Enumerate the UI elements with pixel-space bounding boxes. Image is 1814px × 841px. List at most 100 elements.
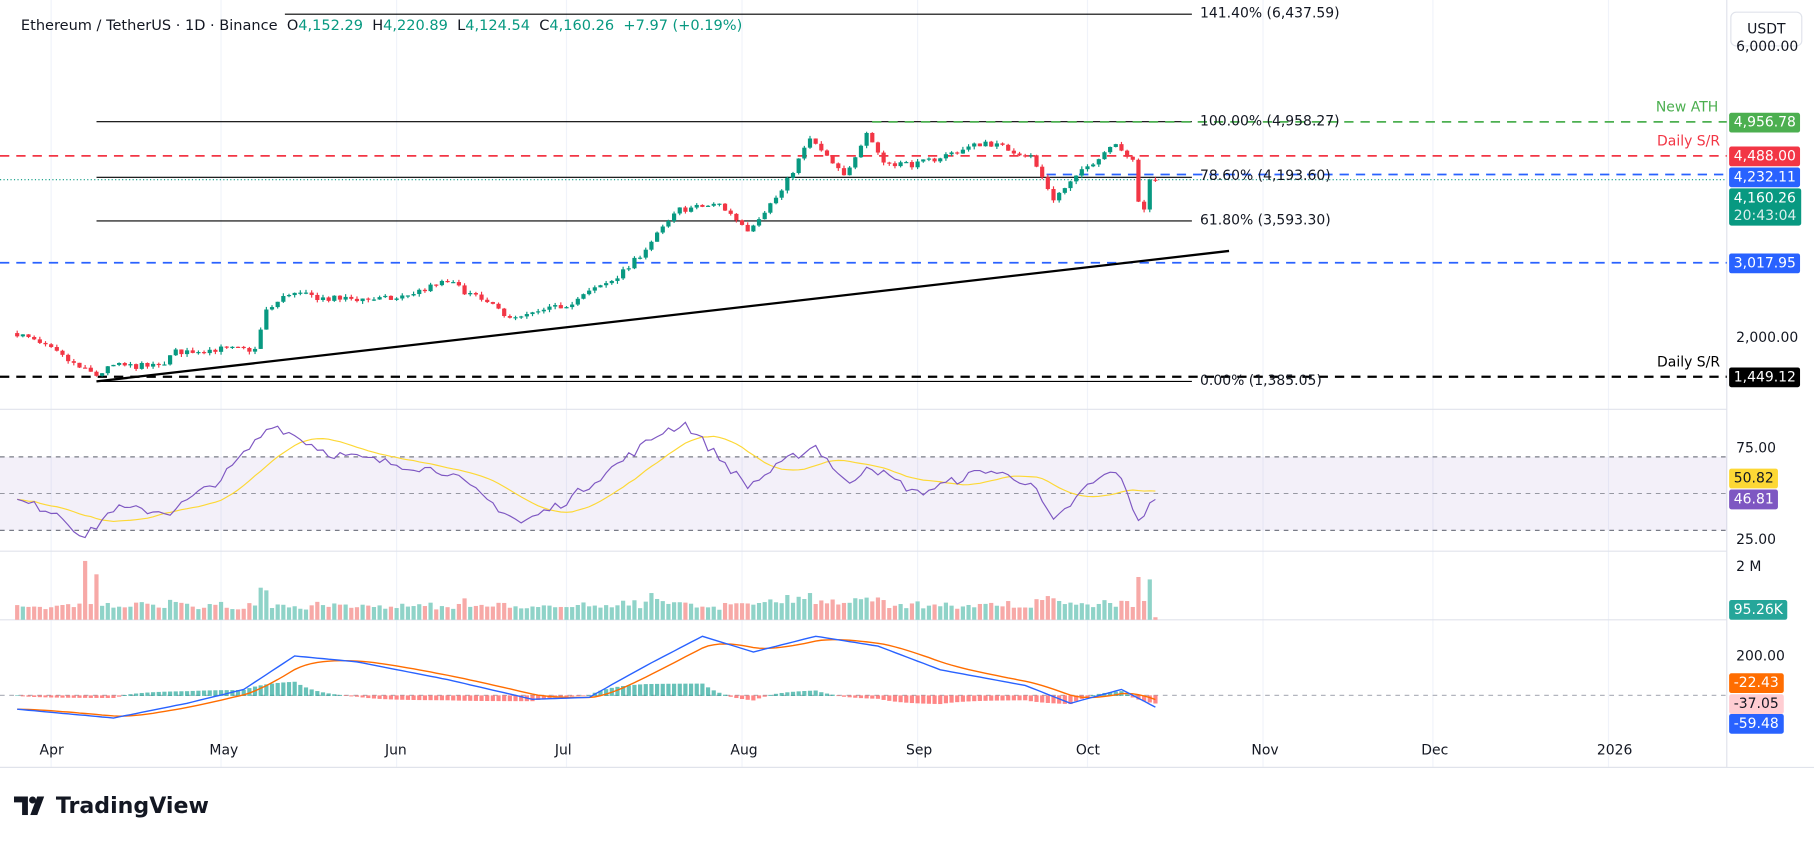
candle-body bbox=[281, 296, 286, 302]
macd-histogram-bar bbox=[536, 695, 541, 700]
candle-body bbox=[858, 145, 864, 158]
symbol-title[interactable]: Ethereum / TetherUS · 1D · Binance bbox=[20, 16, 278, 34]
candle-body bbox=[394, 298, 399, 300]
volume-bar bbox=[1136, 576, 1141, 620]
candle-body bbox=[26, 334, 31, 337]
macd-histogram-bar bbox=[1142, 695, 1147, 702]
macd-histogram-bar bbox=[694, 683, 699, 696]
candle-body bbox=[15, 333, 20, 337]
macd-histogram-bar bbox=[26, 695, 31, 697]
open-value: 4,152.29 bbox=[298, 16, 363, 34]
candle-body bbox=[683, 207, 688, 212]
macd-histogram-bar bbox=[909, 695, 915, 704]
volume-bar bbox=[547, 605, 552, 620]
macd-histogram-bar bbox=[32, 695, 37, 697]
candle-body bbox=[921, 159, 926, 162]
candle-body bbox=[434, 284, 439, 286]
level-note: New ATH bbox=[1655, 98, 1719, 115]
macd-histogram-bar bbox=[439, 695, 444, 701]
volume-bar bbox=[83, 560, 88, 620]
volume-bar bbox=[790, 602, 796, 620]
candle-body bbox=[490, 302, 495, 304]
macd-histogram-bar bbox=[807, 690, 813, 696]
volume-bar bbox=[705, 607, 711, 620]
candle-body bbox=[966, 146, 971, 150]
currency-button[interactable]: USDT bbox=[1730, 11, 1803, 47]
macd-histogram-bar bbox=[241, 689, 246, 696]
macd-histogram-bar bbox=[904, 695, 909, 703]
volume-bar bbox=[405, 606, 411, 620]
volume-bar bbox=[813, 604, 818, 620]
volume-bar bbox=[904, 608, 909, 620]
volume-bar bbox=[796, 596, 801, 620]
candle-body bbox=[1068, 181, 1073, 189]
candle-body bbox=[315, 294, 320, 301]
candle-body bbox=[870, 132, 875, 143]
macd-histogram-bar bbox=[496, 695, 501, 702]
candle-body bbox=[813, 138, 818, 144]
volume-bar bbox=[1068, 602, 1073, 620]
macd-histogram-bar bbox=[677, 683, 682, 696]
volume-bar bbox=[77, 603, 82, 620]
candle-body bbox=[462, 285, 467, 295]
candle-body bbox=[286, 295, 292, 297]
volume-bar bbox=[1040, 600, 1045, 620]
candle-body bbox=[298, 292, 303, 294]
candle-body bbox=[213, 349, 218, 352]
volume-bar bbox=[530, 606, 535, 620]
volume-bar bbox=[145, 603, 150, 620]
candle-body bbox=[541, 309, 546, 312]
tradingview-logo[interactable]: TradingView bbox=[13, 793, 209, 819]
candle-body bbox=[269, 307, 275, 310]
volume-bar bbox=[564, 607, 569, 620]
macd-histogram-bar bbox=[201, 690, 207, 696]
macd-histogram-bar bbox=[286, 682, 292, 696]
macd-histogram-bar bbox=[558, 695, 563, 698]
macd-histogram-bar bbox=[213, 690, 218, 696]
macd-histogram-bar bbox=[354, 695, 360, 697]
candle-body bbox=[428, 284, 433, 292]
candle-body bbox=[649, 241, 654, 250]
volume-bar bbox=[575, 605, 580, 620]
volume-bar bbox=[190, 606, 195, 620]
candle-body bbox=[184, 350, 190, 355]
rsi-band bbox=[0, 456, 1727, 531]
macd-histogram-bar bbox=[768, 694, 773, 696]
volume-bar bbox=[762, 602, 767, 620]
volume-bar bbox=[1006, 601, 1011, 620]
candle-body bbox=[887, 162, 892, 164]
macd-histogram-bar bbox=[473, 695, 478, 701]
volume-bar bbox=[887, 608, 892, 620]
volume-bar bbox=[581, 602, 586, 620]
macd-histogram-bar bbox=[824, 693, 830, 696]
candle-body bbox=[989, 141, 994, 147]
level-note: Daily S/R bbox=[1657, 353, 1721, 370]
macd-histogram-bar bbox=[751, 695, 756, 701]
candle-body bbox=[320, 297, 326, 301]
candle-body bbox=[66, 354, 71, 362]
macd-histogram-bar bbox=[88, 695, 93, 698]
macd-histogram-bar bbox=[167, 691, 173, 696]
candle-body bbox=[609, 280, 614, 284]
volume-bar bbox=[32, 606, 37, 620]
macd-histogram-bar bbox=[156, 691, 161, 696]
time-axis-label: Jul bbox=[554, 741, 572, 759]
volume-bar bbox=[1108, 603, 1113, 620]
macd-histogram-bar bbox=[128, 694, 133, 696]
volume-bar bbox=[162, 607, 167, 620]
volume-bar bbox=[60, 605, 65, 620]
macd-histogram-bar bbox=[989, 695, 994, 701]
candle-body bbox=[604, 283, 609, 286]
macd-histogram-bar bbox=[1000, 695, 1005, 701]
macd-histogram-bar bbox=[337, 694, 343, 696]
trendline bbox=[96, 249, 1230, 383]
candle-body bbox=[1136, 159, 1141, 202]
volume-bar bbox=[456, 603, 461, 620]
volume-bar bbox=[468, 606, 473, 620]
macd-histogram-bar bbox=[1011, 695, 1016, 701]
macd-histogram-bar bbox=[360, 695, 365, 698]
fib-level-label: 100.00% (4,958.27) bbox=[1200, 112, 1340, 129]
macd-line bbox=[17, 635, 1156, 719]
volume-bar bbox=[841, 602, 847, 620]
